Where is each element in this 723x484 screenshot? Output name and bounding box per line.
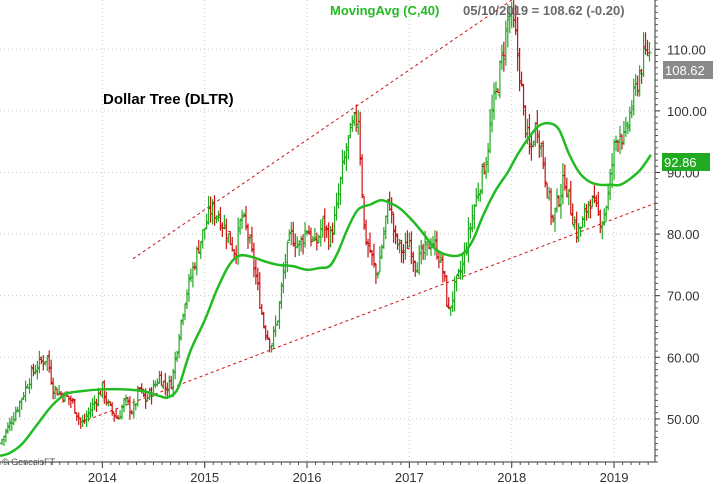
trend-channel-lines — [81, 0, 656, 423]
upper-channel-line — [132, 0, 513, 260]
y-tick-label-3: 80.00 — [667, 227, 700, 242]
y-tick-label-1: 60.00 — [667, 350, 700, 365]
ohlc-bars — [0, 0, 652, 447]
ohlc-bar — [72, 398, 77, 414]
ohlc-bar — [543, 157, 548, 188]
last-price-value: 108.62 — [665, 63, 705, 78]
ohlc-bar — [371, 243, 376, 268]
y-tick-label-5: 100.00 — [667, 104, 707, 119]
ohlc-bar — [405, 230, 410, 250]
moving-average-line — [0, 121, 652, 458]
y-tick-label-0: 50.00 — [667, 412, 700, 427]
ohlc-bar — [265, 330, 270, 340]
x-axis: 2014 2015 2016 2017 2018 2019 — [0, 461, 655, 484]
lower-channel-line — [81, 202, 656, 423]
ohlc-bar — [617, 125, 622, 155]
ohlc-bar — [389, 197, 394, 224]
x-tick-label-5: 2019 — [600, 470, 629, 484]
y-tick-label-6: 110.00 — [667, 42, 706, 57]
y-tick-label-2: 70.00 — [667, 289, 700, 304]
chart-title: Dollar Tree (DLTR) — [103, 91, 234, 108]
last-price-badge: 108.62 — [663, 61, 713, 79]
x-tick-label-2: 2016 — [293, 470, 322, 484]
moving-average-value: 92.86 — [664, 155, 697, 170]
ohlc-bar — [360, 154, 365, 199]
x-tick-label-4: 2018 — [497, 470, 526, 484]
ohlc-bar — [308, 227, 313, 247]
x-tick-label-3: 2017 — [395, 470, 424, 484]
x-tick-label-0: 2014 — [88, 470, 117, 484]
ohlc-bar — [472, 204, 477, 230]
quote-readout: 05/10/2019 = 108.62 (-0.20) — [463, 3, 625, 18]
moving-average-label: MovingAvg (C,40) — [330, 3, 439, 18]
source-credit: © GenesisFT — [2, 457, 56, 467]
ohlc-bar — [53, 385, 58, 400]
moving-average-badge: 92.86 — [662, 153, 710, 171]
ohlc-bar — [647, 41, 652, 62]
ohlc-bar — [375, 271, 380, 279]
ohlc-bar — [588, 199, 593, 219]
x-tick-label-1: 2015 — [190, 470, 219, 484]
